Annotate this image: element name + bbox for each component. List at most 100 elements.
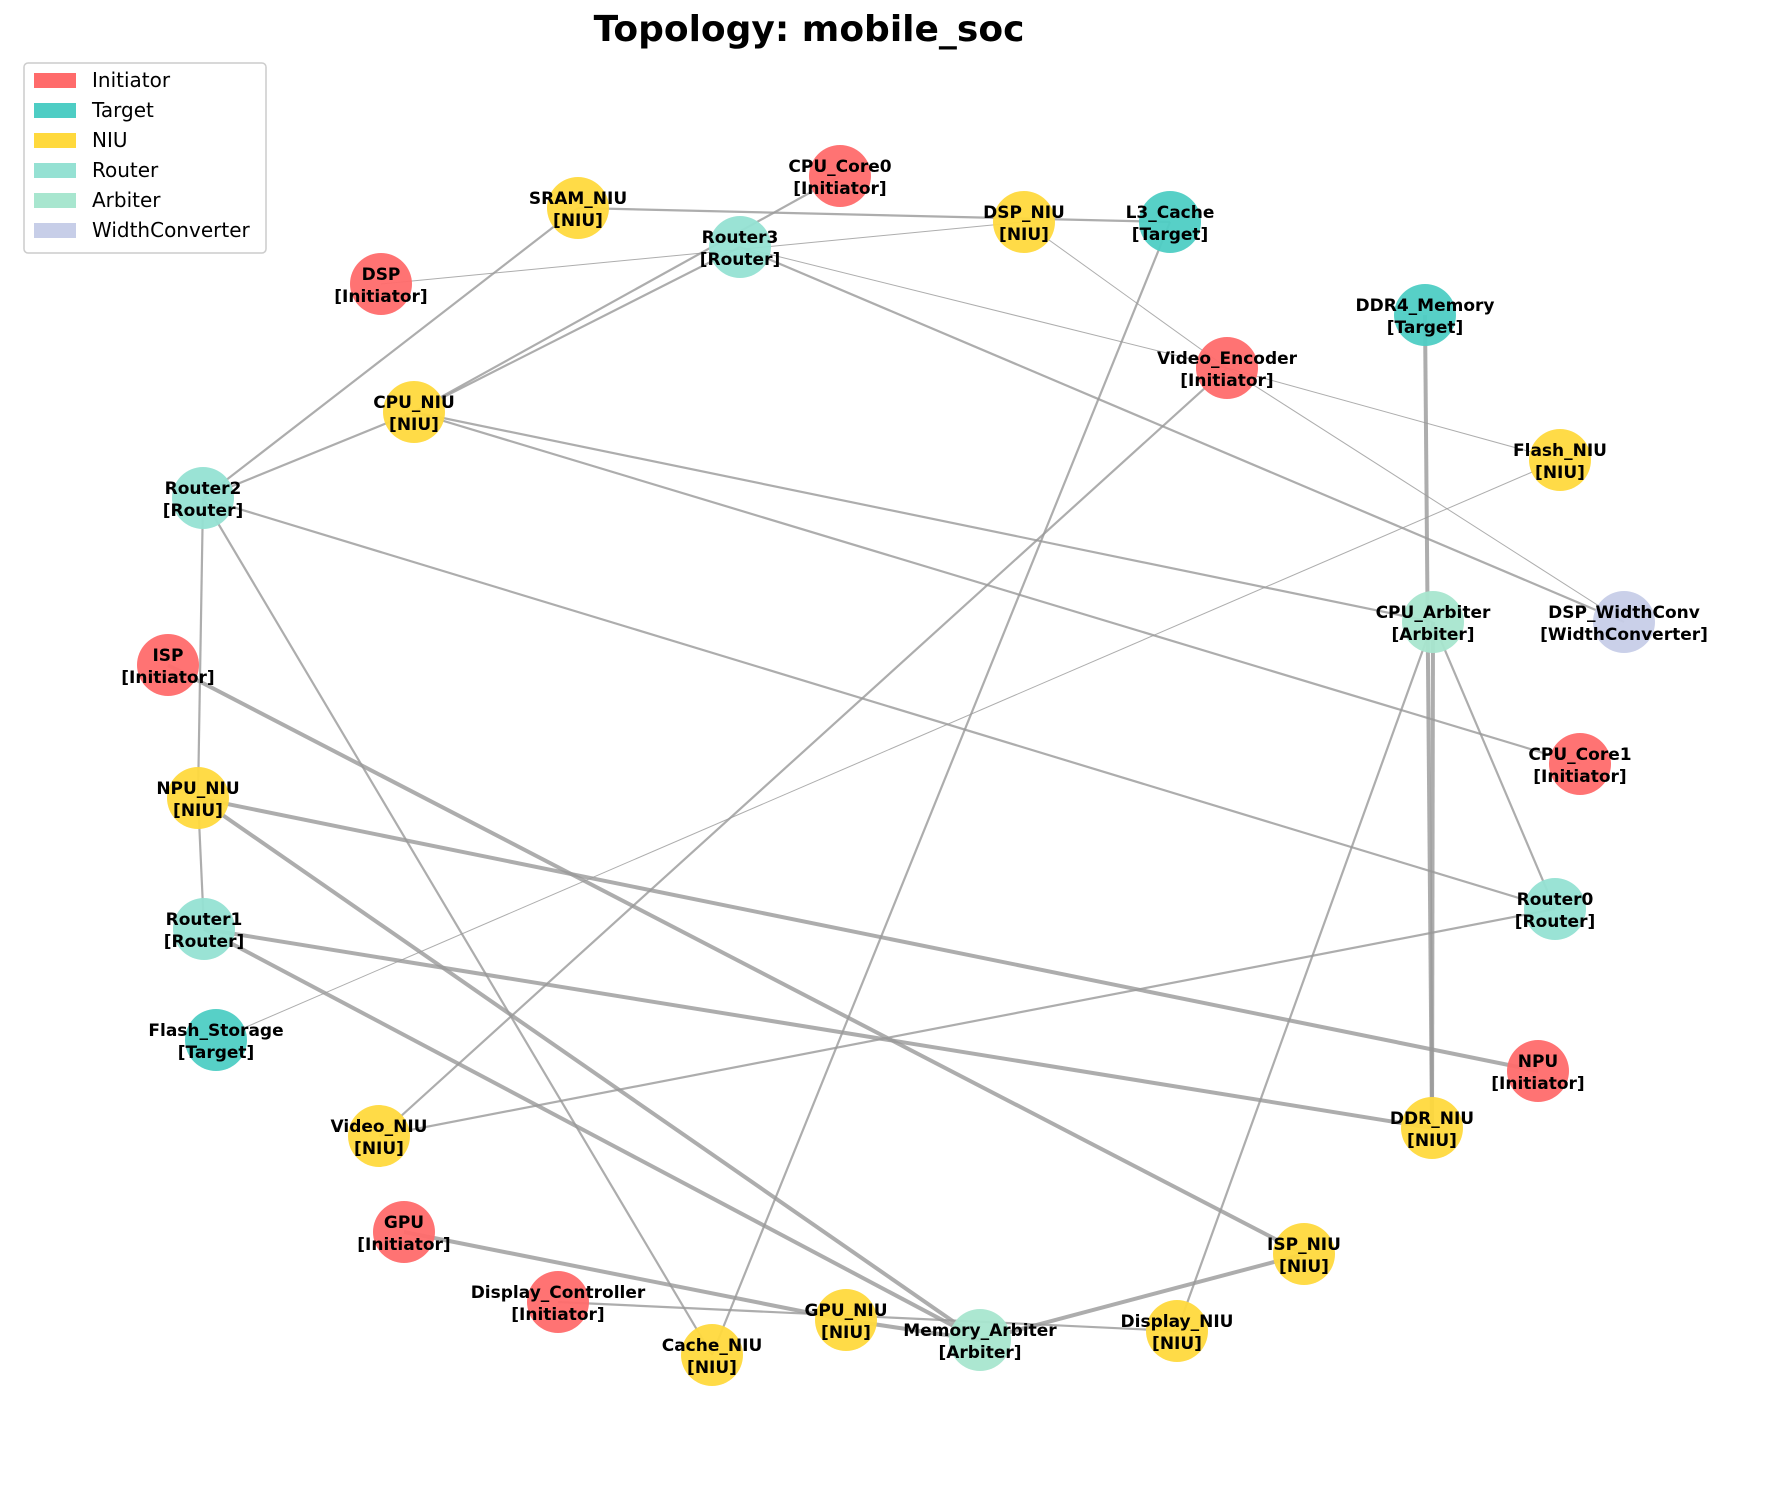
node-type-label: [Initiator] xyxy=(357,1235,450,1255)
node-DDR_NIU: DDR_NIU[NIU] xyxy=(1390,1097,1474,1159)
legend-label-router: Router xyxy=(92,158,159,182)
node-Display_NIU: Display_NIU[NIU] xyxy=(1121,1300,1233,1362)
node-name-label: Router0 xyxy=(1517,890,1594,910)
node-circle xyxy=(1401,1097,1463,1159)
node-CPU_Arbiter: CPU_Arbiter[Arbiter] xyxy=(1376,591,1491,653)
node-SRAM_NIU: SRAM_NIU[NIU] xyxy=(529,177,627,239)
edge-CPU_Arbiter-DDR_NIU xyxy=(1430,621,1435,1129)
node-type-label: [Target] xyxy=(178,1043,255,1063)
edge-Video_Encoder-Flash_NIU xyxy=(1226,367,1561,461)
edge-CPU_NIU-CPU_Core1 xyxy=(413,410,1581,766)
legend-swatch-widthconverter xyxy=(34,223,76,238)
node-Memory_Arbiter: Memory_Arbiter[Arbiter] xyxy=(903,1309,1057,1371)
node-name-label: DDR4_Memory xyxy=(1356,296,1495,316)
node-name-label: Cache_NIU xyxy=(662,1336,763,1356)
edge-GPU-GPU_NIU xyxy=(403,1230,847,1322)
node-type-label: [Initiator] xyxy=(511,1305,604,1325)
node-circle xyxy=(1273,1223,1335,1285)
node-type-label: [Router] xyxy=(1515,912,1595,932)
edge-Router3-CPU_NIU xyxy=(413,246,741,413)
node-type-label: [Initiator] xyxy=(1533,767,1626,787)
node-circle xyxy=(1146,1300,1208,1362)
node-type-label: [NIU] xyxy=(821,1323,871,1343)
node-type-label: [Target] xyxy=(1132,225,1209,245)
edge-Router2-Router0 xyxy=(202,496,1556,911)
legend-swatch-initiator xyxy=(34,73,76,88)
node-circle xyxy=(993,191,1055,253)
node-name-label: CPU_Arbiter xyxy=(1376,603,1491,623)
node-Video_Encoder: Video_Encoder[Initiator] xyxy=(1157,337,1298,399)
node-circle xyxy=(1394,284,1456,346)
edge-CPU_Arbiter-Router0 xyxy=(1431,621,1557,910)
node-L3_Cache: L3_Cache[Target] xyxy=(1126,191,1215,253)
edge-NPU_NIU-NPU xyxy=(197,796,1539,1073)
node-circle xyxy=(815,1289,877,1351)
edge-NPU_NIU-Memory_Arbiter xyxy=(196,796,982,1342)
node-GPU_NIU: GPU_NIU[NIU] xyxy=(804,1289,888,1351)
node-name-label: DSP_WidthConv xyxy=(1548,603,1700,623)
node-type-label: [Router] xyxy=(164,932,244,952)
node-circle xyxy=(185,1009,247,1071)
node-name-label: GPU xyxy=(384,1213,424,1233)
node-circle xyxy=(949,1309,1011,1371)
edge-Router2-NPU_NIU xyxy=(196,497,205,799)
node-Router2: Router2[Router] xyxy=(163,467,243,529)
node-name-label: SRAM_NIU xyxy=(529,189,627,209)
node-name-label: DDR_NIU xyxy=(1390,1109,1474,1129)
node-name-label: DSP_NIU xyxy=(983,203,1065,223)
node-circle xyxy=(1402,591,1464,653)
node-DSP: DSP[Initiator] xyxy=(334,253,428,315)
legend-swatch-router xyxy=(34,163,76,178)
node-Cache_NIU: Cache_NIU[NIU] xyxy=(662,1324,763,1386)
node-circle xyxy=(527,1271,589,1333)
edge-L3_Cache-Cache_NIU xyxy=(710,221,1172,1356)
node-name-label: L3_Cache xyxy=(1126,203,1215,223)
node-circle xyxy=(348,1105,410,1167)
node-circle xyxy=(172,467,234,529)
legend-label-widthconverter: WidthConverter xyxy=(92,218,250,242)
node-name-label: ISP xyxy=(152,646,183,666)
edge-DSP_NIU-Video_Encoder xyxy=(1023,221,1228,369)
node-name-label: Memory_Arbiter xyxy=(903,1321,1057,1341)
node-type-label: [NIU] xyxy=(553,211,603,231)
legend: Initiator Target NIU Router Arbiter WidthConv… xyxy=(23,62,267,254)
node-type-label: [NIU] xyxy=(1407,1131,1457,1151)
node-name-label: GPU_NIU xyxy=(804,1301,887,1321)
legend-frame xyxy=(23,62,267,254)
edge-ISP_NIU-Memory_Arbiter xyxy=(979,1252,1305,1342)
node-name-label: Video_NIU xyxy=(331,1117,428,1137)
edge-SRAM_NIU-L3_Cache xyxy=(577,206,1171,224)
node-Flash_NIU: Flash_NIU[NIU] xyxy=(1513,429,1607,491)
edge-CPU_Arbiter-Display_NIU xyxy=(1175,621,1435,1332)
node-circle xyxy=(547,177,609,239)
node-type-label: [NIU] xyxy=(173,801,223,821)
legend-label-niu: NIU xyxy=(92,128,128,152)
edge-CPU_NIU-Router2 xyxy=(202,410,415,500)
node-type-label: [NIU] xyxy=(1152,1334,1202,1354)
node-name-label: Router1 xyxy=(166,910,243,930)
edge-ISP-ISP_NIU xyxy=(167,663,1305,1256)
node-name-label: Router3 xyxy=(702,228,779,248)
node-type-label: [Arbiter] xyxy=(1391,625,1474,645)
legend-label-target: Target xyxy=(91,98,154,122)
node-circle xyxy=(809,145,871,207)
node-type-label: [NIU] xyxy=(687,1358,737,1378)
node-circle xyxy=(1507,1040,1569,1102)
node-name-label: Router2 xyxy=(165,479,242,499)
node-name-label: Flash_Storage xyxy=(148,1021,283,1041)
node-ISP_NIU: ISP_NIU[NIU] xyxy=(1267,1223,1341,1285)
node-type-label: [NIU] xyxy=(999,225,1049,245)
node-type-label: [Initiator] xyxy=(793,179,886,199)
edge-Router0-Video_NIU xyxy=(378,907,1556,1138)
node-Router3: Router3[Router] xyxy=(700,216,780,278)
node-circle xyxy=(1549,733,1611,795)
node-DSP_NIU: DSP_NIU[NIU] xyxy=(983,191,1065,253)
node-circle xyxy=(350,253,412,315)
node-name-label: ISP_NIU xyxy=(1267,1235,1341,1255)
node-CPU_Core1: CPU_Core1[Initiator] xyxy=(1528,733,1632,795)
edge-Video_Encoder-Video_NIU xyxy=(378,367,1228,1137)
node-type-label: [Initiator] xyxy=(334,287,427,307)
edge-Router2-Cache_NIU xyxy=(202,497,713,1356)
node-Flash_Storage: Flash_Storage[Target] xyxy=(148,1009,284,1071)
edge-Router1-DDR_NIU xyxy=(203,927,1433,1130)
